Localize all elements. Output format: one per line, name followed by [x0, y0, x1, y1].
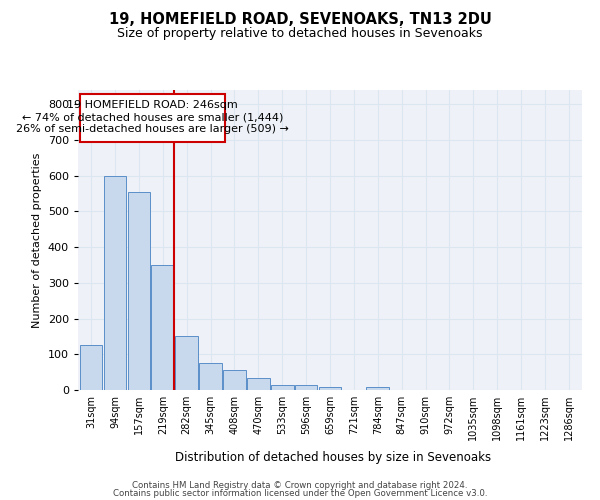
Text: 26% of semi-detached houses are larger (509) →: 26% of semi-detached houses are larger (… [16, 124, 289, 134]
Text: Size of property relative to detached houses in Sevenoaks: Size of property relative to detached ho… [117, 28, 483, 40]
Bar [151, 265, 174, 390]
Bar [271, 384, 293, 390]
Bar [295, 386, 317, 390]
Bar [80, 346, 103, 390]
Bar [199, 363, 222, 390]
Bar [80, 94, 225, 142]
Bar [247, 378, 269, 390]
Bar [223, 370, 246, 390]
Text: ← 74% of detached houses are smaller (1,444): ← 74% of detached houses are smaller (1,… [22, 112, 283, 122]
Bar [175, 336, 198, 390]
Bar [319, 387, 341, 390]
Bar [104, 176, 127, 390]
Bar [128, 192, 150, 390]
Text: 19 HOMEFIELD ROAD: 246sqm: 19 HOMEFIELD ROAD: 246sqm [67, 100, 238, 110]
Text: Contains public sector information licensed under the Open Government Licence v3: Contains public sector information licen… [113, 490, 487, 498]
Text: Distribution of detached houses by size in Sevenoaks: Distribution of detached houses by size … [175, 451, 491, 464]
Bar [367, 387, 389, 390]
Y-axis label: Number of detached properties: Number of detached properties [32, 152, 42, 328]
Text: 19, HOMEFIELD ROAD, SEVENOAKS, TN13 2DU: 19, HOMEFIELD ROAD, SEVENOAKS, TN13 2DU [109, 12, 491, 28]
Text: Contains HM Land Registry data © Crown copyright and database right 2024.: Contains HM Land Registry data © Crown c… [132, 480, 468, 490]
